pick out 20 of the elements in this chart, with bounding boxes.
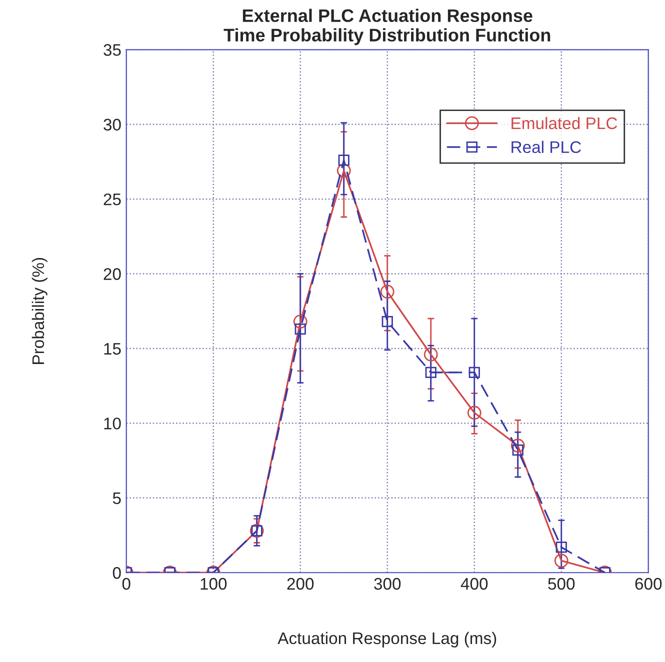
x-tick-label: 100 xyxy=(200,578,227,590)
x-tick-label: 500 xyxy=(548,578,575,590)
y-tick-label: 30 xyxy=(104,118,121,131)
y-tick-label: 5 xyxy=(112,492,121,504)
x-axis-title: Actuation Response Lag (ms) xyxy=(278,632,496,648)
x-tick-label: 600 xyxy=(635,578,662,590)
chart-title: External PLC Actuation Response Time Probability Distribution Function xyxy=(224,8,550,46)
x-tick-label: 300 xyxy=(374,578,401,590)
y-tick-label: 25 xyxy=(104,193,121,206)
y-tick-label: 0 xyxy=(112,567,121,579)
y-axis-title: Probability (%) xyxy=(32,258,48,364)
x-tick-label: 200 xyxy=(287,578,314,590)
y-tick-label: 20 xyxy=(104,268,121,280)
y-tick-label: 15 xyxy=(104,343,121,355)
y-tick-label: 35 xyxy=(104,44,121,56)
y-tick-label: 10 xyxy=(104,418,121,430)
x-tick-label: 0 xyxy=(122,578,130,590)
legend-label: Emulated PLC xyxy=(512,116,618,130)
x-tick-label: 400 xyxy=(460,578,488,590)
legend-label: Real PLC xyxy=(512,140,581,154)
